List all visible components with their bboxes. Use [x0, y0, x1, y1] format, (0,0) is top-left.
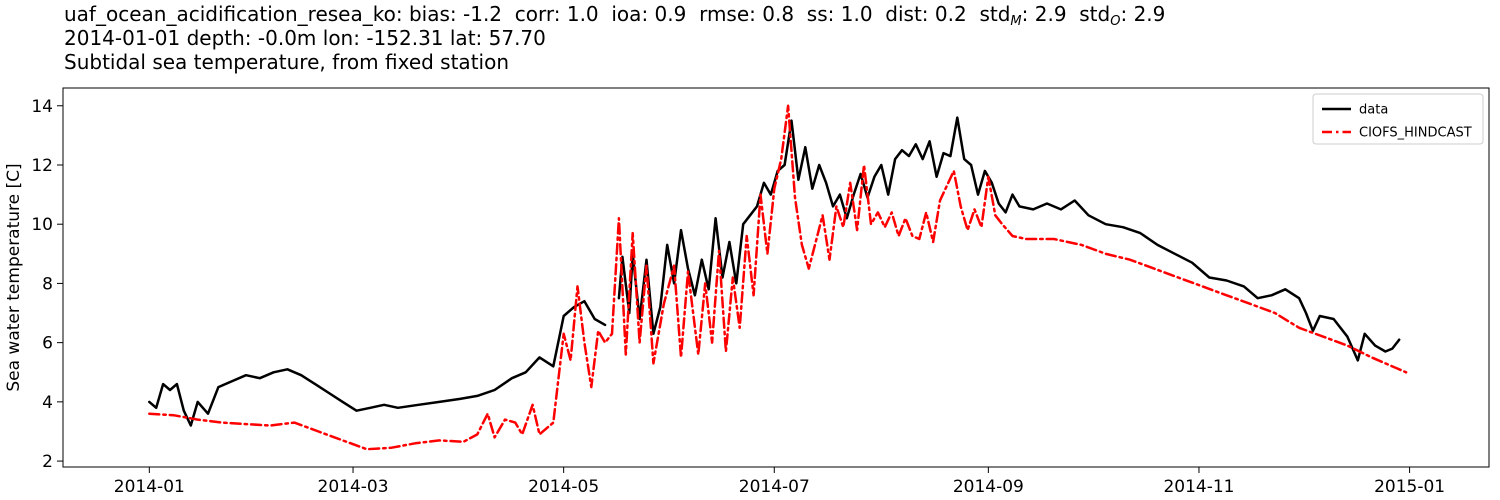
y-tick-label: 14 [31, 97, 53, 117]
stat-ss: ss: 1.0 [806, 2, 873, 26]
station-name: uaf_ocean_acidification_resea_ko [64, 2, 396, 26]
x-tick-label: 2014-11 [1163, 477, 1234, 497]
y-tick-label: 12 [31, 156, 53, 176]
y-tick-label: 10 [31, 215, 53, 235]
x-tick-label: 2015-01 [1374, 477, 1445, 497]
legend-box [1312, 93, 1484, 145]
y-tick-label: 8 [42, 274, 53, 294]
series-line-ciofs-hindcast [148, 104, 1408, 451]
series-line-data [148, 116, 1401, 427]
chart-subtitle: Subtidal sea temperature, from fixed sta… [64, 50, 509, 74]
stat-std-obs: stdO: 2.9 [1079, 2, 1166, 29]
stat-ioa: ioa: 0.9 [611, 2, 687, 26]
y-tick-label: 2 [42, 452, 53, 472]
stat-rmse: rmse: 0.8 [699, 2, 795, 26]
y-tick-label: 4 [42, 393, 53, 413]
stat-std-model: stdM: 2.9 [979, 2, 1067, 29]
legend-label: data [1359, 103, 1388, 118]
x-tick-label: 2014-09 [953, 477, 1024, 497]
plot-frame [62, 87, 1490, 468]
y-tick-label: 6 [42, 334, 53, 354]
x-tick-label: 2014-01 [114, 477, 185, 497]
location-line: 2014-01-01 depth: -0.0m lon: -152.31 lat… [64, 26, 546, 50]
legend-label: CIOFS_HINDCAST [1359, 126, 1472, 141]
x-tick-label: 2014-03 [318, 477, 389, 497]
stat-bias: bias: -1.2 [408, 2, 503, 26]
y-axis-label: Sea water temperature [C] [4, 163, 24, 391]
stat-dist: dist: 0.2 [885, 2, 967, 26]
x-tick-label: 2014-07 [739, 477, 810, 497]
chart-title-block: uaf_ocean_acidification_resea_ko: bias: … [64, 2, 1165, 74]
stats-line: uaf_ocean_acidification_resea_ko: bias: … [64, 2, 1166, 29]
stat-corr: corr: 1.0 [514, 2, 599, 26]
x-tick-label: 2014-05 [528, 477, 599, 497]
